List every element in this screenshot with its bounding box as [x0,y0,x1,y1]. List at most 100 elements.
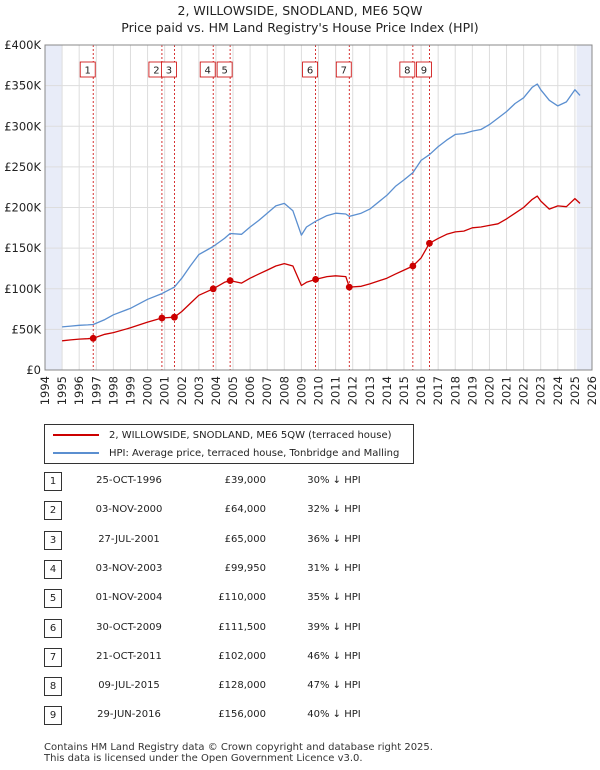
sale-box-label-6: 6 [307,66,313,77]
sale-box-5 [216,61,233,78]
sale-box-label-5: 5 [221,66,227,77]
x-tick-label: 2020 [482,376,496,405]
sale-price: £102,000 [218,650,266,662]
table-row: 6 30-OCT-2009 £111,500 39% ↓ HPI [44,618,384,639]
sale-price: £65,000 [224,533,266,545]
x-tick-label: 2025 [568,376,582,405]
y-tick-label: £300K [4,119,41,133]
x-tick-label: 2024 [551,376,565,405]
legend-item-property: 2, WILLOWSIDE, SNODLAND, ME6 5QW (terrac… [53,427,392,443]
sale-date: 03-NOV-2003 [95,562,163,574]
footer: Contains HM Land Registry data © Crown c… [44,742,433,764]
table-row: 8 09-JUL-2015 £128,000 47% ↓ HPI [44,677,384,697]
sale-box-4 [199,61,216,78]
sale-box-3 [160,61,177,78]
sale-date: 27-JUL-2001 [98,533,160,545]
sale-point-3 [170,313,178,321]
y-tick-label: £200K [4,201,41,215]
sale-hpi-diff: 47% ↓ HPI [307,680,361,692]
x-tick-label: 2011 [329,376,343,405]
sale-box-9 [416,61,432,78]
y-tick-label: £350K [4,79,41,93]
legend-item-hpi: HPI: Average price, terraced house, Tonb… [53,445,399,461]
x-tick-label: 2002 [175,376,189,405]
x-tick-label: 1994 [38,376,52,405]
sale-box-8 [399,61,416,78]
sale-box-label-4: 4 [205,66,211,77]
x-tick-label: 2006 [243,376,257,405]
sale-price: £128,000 [218,680,266,692]
sale-price: £99,950 [224,562,266,574]
y-tick-label: £50K [12,322,42,336]
sale-number: 7 [44,647,62,667]
x-tick-label: 2019 [465,376,479,405]
sale-number: 1 [44,472,62,491]
sale-date: 25-OCT-1996 [96,475,162,486]
x-tick-label: 2012 [346,376,360,405]
x-tick-label: 2022 [517,376,531,405]
sale-date: 01-NOV-2004 [95,592,163,604]
x-tick-label: 2013 [363,376,377,405]
footer-line2: This data is licensed under the Open Gov… [44,753,363,764]
legend-swatch-property [53,434,99,436]
sale-box-label-3: 3 [166,66,172,77]
table-row: 5 01-NOV-2004 £110,000 35% ↓ HPI [44,589,384,609]
x-tick-label: 2021 [500,376,514,405]
legend-swatch-hpi [53,452,99,454]
sale-box-1 [79,61,96,78]
sale-number: 3 [44,530,62,550]
chart-title: 2, WILLOWSIDE, SNODLAND, ME6 5QW Price p… [0,2,600,36]
sale-hpi-diff: 32% ↓ HPI [307,504,361,516]
sale-date: 30-OCT-2009 [96,621,162,633]
x-tick-label: 2026 [585,376,599,405]
sale-number: 5 [44,589,62,609]
x-tick-label: 1998 [106,376,120,405]
x-tick-label: 2007 [260,376,274,405]
y-tick-label: £400K [4,38,41,52]
sale-date: 29-JUN-2016 [97,709,161,721]
sale-price: £111,500 [218,621,266,633]
x-tick-label: 2000 [141,376,155,405]
x-tick-label: 1997 [89,376,103,405]
sale-number: 9 [44,706,62,726]
sale-point-2 [158,314,166,322]
x-tick-label: 2017 [431,376,445,405]
x-tick-label: 2016 [414,376,428,405]
x-tick-label: 1996 [72,376,86,405]
sale-hpi-diff: 39% ↓ HPI [307,621,361,633]
sale-point-7 [345,283,353,291]
series-line-0 [62,195,581,342]
sale-number: 4 [44,559,62,579]
sale-box-6 [302,61,318,78]
legend-label-property: 2, WILLOWSIDE, SNODLAND, ME6 5QW (terrac… [109,429,392,441]
legend-label-hpi: HPI: Average price, terraced house, Tonb… [109,447,400,459]
x-tick-label: 1999 [123,376,137,405]
sale-hpi-diff: 31% ↓ HPI [307,562,361,574]
chart-title-line2: Price paid vs. HM Land Registry's House … [121,20,479,35]
sale-box-label-2: 2 [153,66,159,77]
x-tick-label: 2023 [534,376,548,405]
y-tick-label: £150K [4,241,41,255]
table-row: 7 21-OCT-2011 £102,000 46% ↓ HPI [44,647,384,668]
sale-box-label-8: 8 [404,66,410,77]
price-chart: £0 £50K £100K £150K £200K £250K £300K £350K £400… [4,38,599,405]
x-tick-label: 2014 [380,376,394,405]
x-tick-label: 2009 [294,376,308,405]
sale-price: £64,000 [224,504,266,516]
table-row: 2 03-NOV-2000 £64,000 32% ↓ HPI [44,501,384,521]
sale-point-4 [209,285,217,293]
sale-number: 8 [44,677,62,697]
y-tick-label: £250K [4,160,41,174]
x-tick-label: 2003 [192,376,206,405]
sale-box-7 [335,61,352,78]
table-row: 9 29-JUN-2016 £156,000 40% ↓ HPI [44,706,384,726]
sale-hpi-diff: 35% ↓ HPI [307,592,361,604]
series-line-1 [62,83,581,328]
sale-hpi-diff: 30% ↓ HPI [307,475,361,486]
x-tick-label: 2005 [226,376,240,405]
sale-box-label-9: 9 [421,66,427,77]
x-tick-label: 1995 [55,376,69,405]
sale-point-1 [89,334,97,342]
sale-hpi-diff: 46% ↓ HPI [307,650,361,662]
sale-number: 2 [44,501,62,521]
